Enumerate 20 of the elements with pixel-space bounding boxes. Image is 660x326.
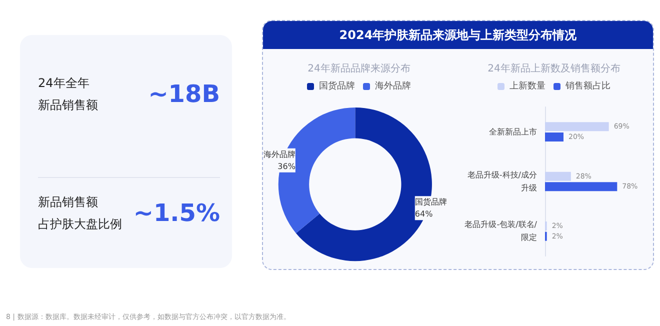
legend-label: 国货品牌: [319, 80, 355, 92]
chart-title: 2024年护肤新品来源地与上新类型分布情况: [263, 21, 653, 49]
y-tick-label: 全新新品上市: [489, 127, 537, 136]
text: ~18B: [148, 80, 220, 108]
legend-label: 海外品牌: [375, 80, 411, 92]
text: 24年全年: [38, 75, 90, 92]
text: ~1.5%: [133, 199, 220, 227]
y-tick-label: 老品升级-科技/成分升级: [467, 170, 537, 192]
chart-title: 24年新品上新数及销售额分布: [488, 62, 620, 74]
text: 新品销售额: [38, 194, 99, 211]
chart-subtitle: 24年新品品牌来源分布: [308, 62, 410, 74]
text: 新品销售额: [38, 97, 98, 114]
data-label: 36%: [278, 162, 296, 171]
slice-label: 海外品牌: [263, 150, 296, 159]
slice-label: 国货品牌: [414, 198, 447, 207]
legend-label: 上新数量: [510, 80, 546, 92]
data-label: 64%: [414, 210, 434, 219]
text: 占护肤大盘比例: [38, 216, 122, 233]
y-tick-label: 老品升级-包装/联名/限定: [464, 220, 538, 242]
legend-label: 销售额占比: [564, 80, 610, 92]
